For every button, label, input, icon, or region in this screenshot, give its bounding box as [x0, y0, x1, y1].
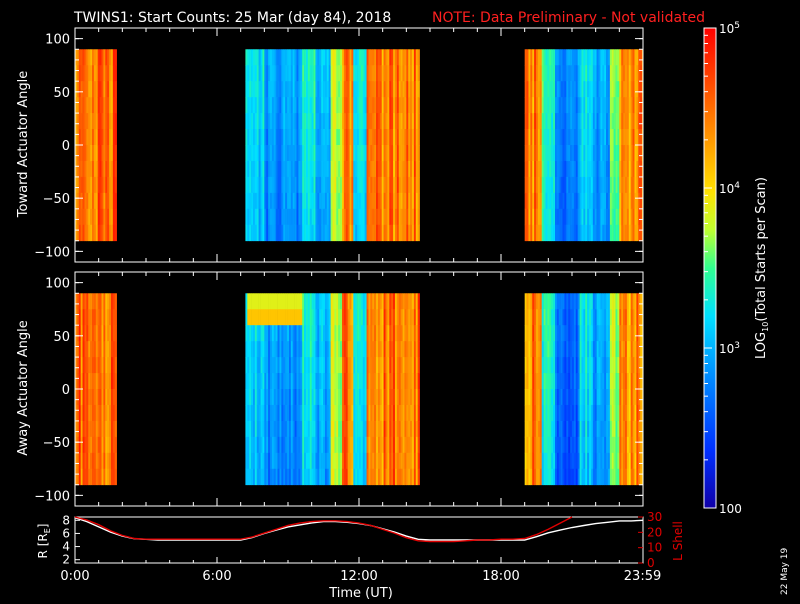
- colorbar-tick-label: 105: [719, 21, 740, 36]
- lshell-tick-label: 20: [647, 525, 662, 539]
- toward-angle-panel: 100 50 0 −50 −100: [34, 27, 644, 263]
- colorbar-tick-label: 103: [719, 341, 740, 356]
- time-tick-label: 23:59: [624, 569, 661, 584]
- time-tick-label: 12:00: [340, 569, 377, 584]
- ytick-label: 50: [53, 330, 70, 345]
- radius-tick-label: 8: [62, 513, 70, 527]
- ytick-label: 50: [53, 86, 70, 101]
- lshell-line: [74, 516, 573, 543]
- time-tick-label: 0:00: [60, 569, 89, 584]
- ytick-label: −100: [34, 489, 70, 504]
- time-xlabel: Time (UT): [328, 586, 393, 600]
- data-interval-1: [75, 49, 117, 242]
- preliminary-note: NOTE: Data Preliminary - Not validated: [432, 10, 705, 26]
- lshell-tick-label: 10: [647, 541, 662, 555]
- lshell-tick-label: 0: [647, 556, 655, 570]
- ytick-label: 100: [45, 33, 70, 48]
- data-interval-1: [75, 293, 117, 486]
- data-interval-2: [245, 49, 420, 242]
- colorbar-label: LOG10(Total Starts per Scan): [754, 177, 770, 359]
- ytick-label: 0: [62, 383, 70, 398]
- radius-tick-label: 6: [62, 526, 70, 540]
- orbit-frame: [74, 516, 644, 564]
- ytick-label: 0: [62, 139, 70, 154]
- chart-title: TWINS1: Start Counts: 25 Mar (day 84), 2…: [73, 10, 391, 26]
- colorbar-ticks: 100 103 104 105: [704, 21, 742, 516]
- toward-angle-ylabel: Toward Actuator Angle: [16, 71, 31, 218]
- radius-tick-label: 4: [62, 540, 70, 554]
- colorbar-tick-label: 100: [719, 502, 742, 516]
- ytick-label: 100: [45, 277, 70, 292]
- data-interval-3: [524, 49, 644, 242]
- lshell-tick-label: 30: [647, 510, 662, 524]
- ytick-label: −50: [43, 436, 70, 451]
- colorbar-tick-label: 104: [719, 181, 740, 196]
- away-angle-panel: 100 50 0 −50 −100: [34, 271, 644, 507]
- away-angle-ylabel: Away Actuator Angle: [16, 320, 31, 455]
- ytick-label: −50: [43, 192, 70, 207]
- lshell-ylabel: L Shell: [671, 521, 685, 561]
- colorbar: [703, 27, 717, 509]
- time-tick-label: 6:00: [202, 569, 231, 584]
- radius-ylabel: R [RE]: [36, 524, 52, 559]
- data-interval-2: [245, 293, 420, 486]
- date-stamp: 22 May 19: [780, 547, 790, 595]
- radius-tick-label: 2: [62, 553, 70, 567]
- data-interval-3: [524, 293, 644, 486]
- ytick-label: −100: [34, 245, 70, 260]
- time-tick-label: 18:00: [482, 569, 519, 584]
